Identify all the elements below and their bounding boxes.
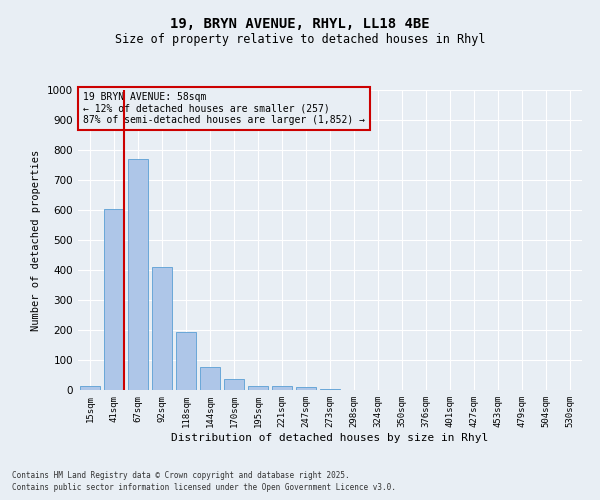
Bar	[200, 366, 220, 390]
Bar	[320, 388, 340, 390]
Bar	[272, 386, 292, 390]
Bar	[104, 208, 124, 390]
Bar	[248, 386, 268, 390]
Text: 19 BRYN AVENUE: 58sqm
← 12% of detached houses are smaller (257)
87% of semi-det: 19 BRYN AVENUE: 58sqm ← 12% of detached …	[83, 92, 365, 124]
Text: Contains public sector information licensed under the Open Government Licence v3: Contains public sector information licen…	[12, 483, 396, 492]
X-axis label: Distribution of detached houses by size in Rhyl: Distribution of detached houses by size …	[172, 432, 488, 442]
Text: Contains HM Land Registry data © Crown copyright and database right 2025.: Contains HM Land Registry data © Crown c…	[12, 470, 350, 480]
Bar	[176, 332, 196, 390]
Text: 19, BRYN AVENUE, RHYL, LL18 4BE: 19, BRYN AVENUE, RHYL, LL18 4BE	[170, 18, 430, 32]
Bar	[296, 387, 316, 390]
Bar	[152, 267, 172, 390]
Bar	[224, 379, 244, 390]
Y-axis label: Number of detached properties: Number of detached properties	[31, 150, 41, 330]
Text: Size of property relative to detached houses in Rhyl: Size of property relative to detached ho…	[115, 32, 485, 46]
Bar	[128, 159, 148, 390]
Bar	[80, 386, 100, 390]
